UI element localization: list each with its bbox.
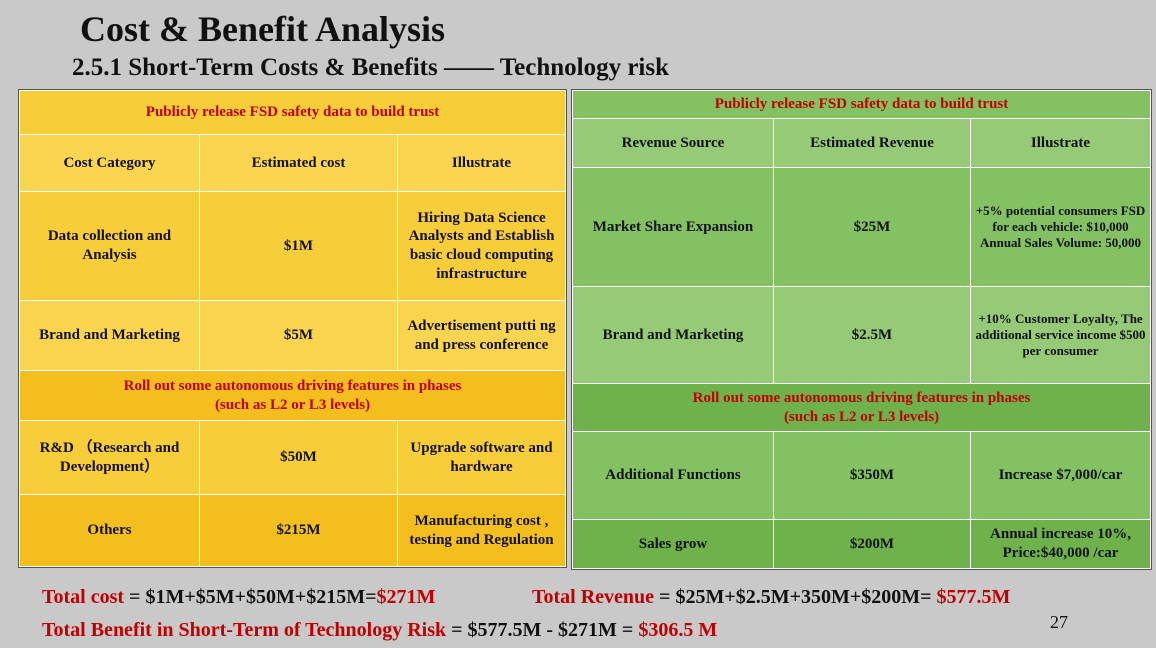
cost-section-row-2: Roll out some autonomous driving feature… [18, 370, 567, 421]
cost-header-category: Cost Category [19, 134, 200, 192]
revenue-value-cell: $25M [773, 167, 971, 287]
table-row: Additional Functions $350M Increase $7,0… [572, 431, 1152, 520]
revenue-illustrate-cell: Annual increase 10%, Price:$40,000 /car [969, 519, 1152, 569]
total-benefit-label: Total Benefit in Short-Term of Technolog… [42, 619, 447, 641]
cost-header-illustrate: Illustrate [396, 134, 567, 192]
revenue-illustrate-cell: +10% Customer Loyalty, The additional se… [969, 286, 1152, 384]
table-row: Others $215M Manufacturing cost , testin… [19, 494, 567, 567]
revenue-source-cell: Market Share Expansion [572, 167, 774, 287]
total-cost-result: $271M [376, 586, 436, 608]
revenue-section-title-2: Roll out some autonomous driving feature… [571, 383, 1152, 432]
cost-category-cell: R&D （Research and Development） [19, 420, 200, 495]
cost-section-title-2-line2: (such as L2 or L3 levels) [214, 396, 371, 413]
cost-header-row: Cost Category Estimated cost Illustrate [19, 134, 567, 192]
cost-table: Publicly release FSD safety data to buil… [17, 89, 568, 568]
cost-category-cell: Brand and Marketing [19, 300, 200, 371]
total-revenue-result: $577.5M [936, 586, 1011, 608]
total-revenue-label: Total Revenue [532, 586, 655, 608]
table-row: Data collection and Analysis $1M Hiring … [19, 191, 567, 301]
revenue-source-cell: Brand and Marketing [572, 286, 774, 384]
total-cost-label: Total cost [42, 586, 125, 608]
cost-section-row-1: Publicly release FSD safety data to buil… [18, 90, 567, 135]
total-cost-formula: = $1M+$5M+$50M+$215M= [124, 586, 377, 608]
table-row: R&D （Research and Development） $50M Upgr… [19, 420, 567, 495]
revenue-section-row-2: Roll out some autonomous driving feature… [571, 383, 1152, 432]
revenue-header-source: Revenue Source [572, 118, 774, 168]
revenue-section-row-1: Publicly release FSD safety data to buil… [571, 90, 1152, 119]
cost-value-cell: $5M [199, 300, 398, 371]
revenue-section-title-2-line1: Roll out some autonomous driving feature… [692, 389, 1031, 406]
total-benefit-line: Total Benefit in Short-Term of Technolog… [42, 619, 717, 642]
revenue-value-cell: $350M [773, 431, 971, 520]
table-row: Sales grow $200M Annual increase 10%, Pr… [572, 519, 1152, 569]
page-subtitle: 2.5.1 Short-Term Costs & Benefits —— Tec… [72, 54, 670, 81]
page-number: 27 [1050, 612, 1068, 632]
cost-section-title-1: Publicly release FSD safety data to buil… [18, 90, 567, 135]
revenue-header-row: Revenue Source Estimated Revenue Illustr… [572, 118, 1152, 168]
revenue-header-revenue: Estimated Revenue [773, 118, 971, 168]
table-row: Brand and Marketing $5M Advertisement pu… [19, 300, 567, 371]
total-revenue-line: Total Revenue = $25M+$2.5M+350M+$200M= $… [532, 586, 1010, 609]
cost-illustrate-cell: Upgrade software and hardware [396, 420, 567, 495]
total-revenue-formula: = $25M+$2.5M+350M+$200M= [654, 586, 937, 608]
revenue-source-cell: Sales grow [572, 519, 774, 569]
page-title: Cost & Benefit Analysis [80, 9, 446, 49]
cost-section-title-2: Roll out some autonomous driving feature… [18, 370, 567, 421]
cost-header-cost: Estimated cost [199, 134, 398, 192]
revenue-value-cell: $2.5M [773, 286, 971, 384]
total-cost-line: Total cost = $1M+$5M+$50M+$215M=$271M [42, 586, 435, 609]
revenue-section-title-2-line2: (such as L2 or L3 levels) [783, 408, 940, 425]
revenue-section-title-1: Publicly release FSD safety data to buil… [571, 90, 1152, 119]
revenue-illustrate-cell: Increase $7,000/car [969, 431, 1152, 520]
revenue-table: Publicly release FSD safety data to buil… [570, 89, 1153, 570]
revenue-value-cell: $200M [773, 519, 971, 569]
cost-category-cell: Others [19, 494, 200, 567]
table-row: Brand and Marketing $2.5M +10% Customer … [572, 286, 1152, 384]
cost-value-cell: $215M [199, 494, 398, 567]
revenue-source-cell: Additional Functions [572, 431, 774, 520]
table-row: Market Share Expansion $25M +5% potentia… [572, 167, 1152, 287]
cost-value-cell: $50M [199, 420, 398, 495]
cost-category-cell: Data collection and Analysis [19, 191, 200, 301]
revenue-illustrate-cell: +5% potential consumers FSD for each veh… [969, 167, 1152, 287]
cost-value-cell: $1M [199, 191, 398, 301]
cost-illustrate-cell: Hiring Data Science Analysts and Establi… [396, 191, 567, 301]
cost-illustrate-cell: Manufacturing cost , testing and Regulat… [396, 494, 567, 567]
revenue-header-illustrate: Illustrate [969, 118, 1152, 168]
total-benefit-result: $306.5 M [638, 619, 718, 641]
cost-illustrate-cell: Advertisement putti ng and press confere… [396, 300, 567, 371]
total-benefit-formula: = $577.5M - $271M = [446, 619, 639, 641]
cost-section-title-2-line1: Roll out some autonomous driving feature… [123, 377, 462, 394]
